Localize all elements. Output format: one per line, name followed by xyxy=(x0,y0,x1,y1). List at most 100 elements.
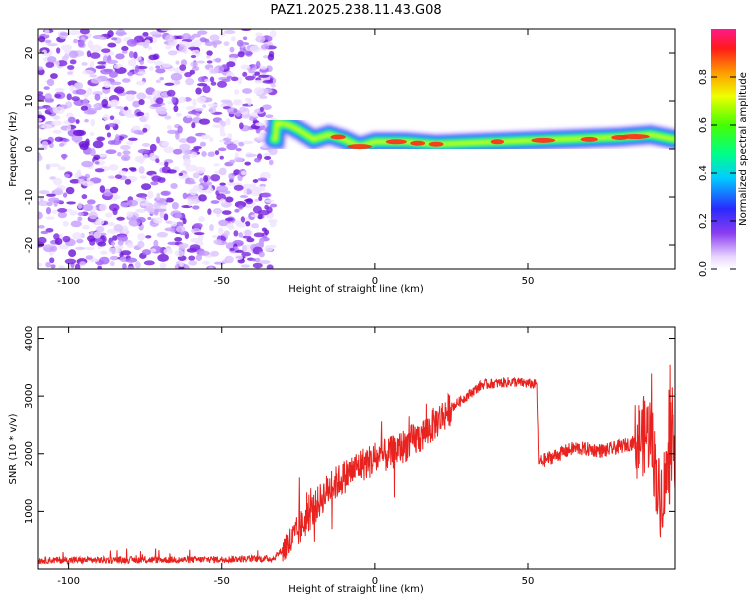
ridge-peak xyxy=(490,139,505,145)
noise-point xyxy=(198,216,205,223)
colorbar-tick-label: 0.6 xyxy=(698,117,709,133)
noise-point xyxy=(142,154,149,159)
noise-point xyxy=(95,161,100,165)
noise-point xyxy=(165,197,174,203)
noise-point xyxy=(190,61,199,68)
noise-point xyxy=(120,250,132,256)
noise-point xyxy=(240,170,247,176)
noise-point xyxy=(198,234,204,241)
spectrogram-xtick-label: -50 xyxy=(214,276,230,287)
noise-point xyxy=(155,158,160,164)
noise-point xyxy=(48,163,61,168)
noise-point xyxy=(77,216,83,222)
noise-point xyxy=(138,166,145,174)
noise-point xyxy=(73,82,81,88)
snr-series-line xyxy=(38,364,675,566)
noise-point xyxy=(52,177,63,186)
noise-point xyxy=(126,242,134,249)
noise-point xyxy=(46,201,53,207)
noise-point xyxy=(46,193,56,197)
noise-point xyxy=(44,39,52,44)
noise-point xyxy=(57,208,68,213)
noise-point xyxy=(217,80,228,88)
noise-point xyxy=(54,237,63,246)
noise-point xyxy=(143,260,155,266)
noise-point xyxy=(174,236,183,242)
noise-point xyxy=(138,99,145,106)
noise-point xyxy=(233,220,243,225)
noise-point xyxy=(87,40,94,49)
noise-point xyxy=(153,239,159,248)
noise-point xyxy=(109,186,119,194)
noise-point xyxy=(121,50,128,54)
noise-point xyxy=(234,200,247,209)
noise-point xyxy=(125,257,138,263)
noise-point xyxy=(179,64,187,71)
noise-point xyxy=(71,96,80,102)
noise-point xyxy=(108,247,120,254)
spectrogram-ytick-label: -20 xyxy=(24,237,35,253)
noise-point xyxy=(192,66,200,71)
noise-point xyxy=(82,204,94,212)
noise-point xyxy=(142,31,149,37)
noise-point xyxy=(213,239,223,245)
noise-point xyxy=(203,175,209,183)
noise-point xyxy=(188,260,198,266)
noise-point xyxy=(178,172,184,176)
noise-point xyxy=(141,249,152,256)
noise-point xyxy=(81,160,94,168)
noise-point xyxy=(182,192,188,200)
noise-point xyxy=(156,231,168,238)
noise-point xyxy=(232,100,243,106)
noise-point xyxy=(145,235,152,239)
ridge-peak xyxy=(531,137,556,143)
noise-point xyxy=(225,196,234,203)
noise-point xyxy=(184,181,197,185)
noise-point xyxy=(69,59,77,65)
noise-point xyxy=(83,109,96,115)
noise-point xyxy=(75,119,80,124)
noise-point xyxy=(262,55,269,59)
noise-point xyxy=(231,76,239,82)
noise-point xyxy=(244,229,252,237)
noise-point xyxy=(259,106,264,112)
noise-point xyxy=(210,250,219,257)
noise-point xyxy=(89,52,101,59)
noise-point xyxy=(229,221,234,229)
noise-point xyxy=(102,114,110,121)
noise-point xyxy=(190,151,198,158)
noise-point xyxy=(166,125,172,130)
noise-point xyxy=(137,240,145,249)
noise-point xyxy=(245,153,258,157)
noise-point xyxy=(147,216,152,221)
noise-point xyxy=(242,183,252,189)
noise-point xyxy=(52,129,62,134)
noise-point xyxy=(160,29,173,32)
noise-point xyxy=(136,111,145,117)
noise-point xyxy=(38,262,43,268)
noise-point xyxy=(242,140,254,145)
noise-point xyxy=(117,151,122,157)
noise-point xyxy=(106,222,115,227)
noise-point xyxy=(113,64,121,69)
noise-point xyxy=(114,133,120,142)
noise-point xyxy=(38,110,42,116)
noise-point xyxy=(107,42,117,48)
noise-point xyxy=(199,250,210,256)
noise-point xyxy=(80,105,89,111)
noise-point xyxy=(133,51,138,59)
noise-point xyxy=(149,97,155,105)
noise-point xyxy=(171,201,179,210)
noise-point xyxy=(65,112,74,119)
noise-point xyxy=(70,220,82,228)
noise-point xyxy=(38,106,45,110)
noise-point xyxy=(149,152,156,160)
noise-point xyxy=(66,93,72,101)
noise-point xyxy=(75,246,86,251)
noise-point xyxy=(152,217,163,224)
noise-point xyxy=(230,36,236,42)
noise-point xyxy=(103,80,111,89)
noise-point xyxy=(202,104,207,108)
noise-point xyxy=(234,89,240,95)
noise-point xyxy=(253,87,264,96)
